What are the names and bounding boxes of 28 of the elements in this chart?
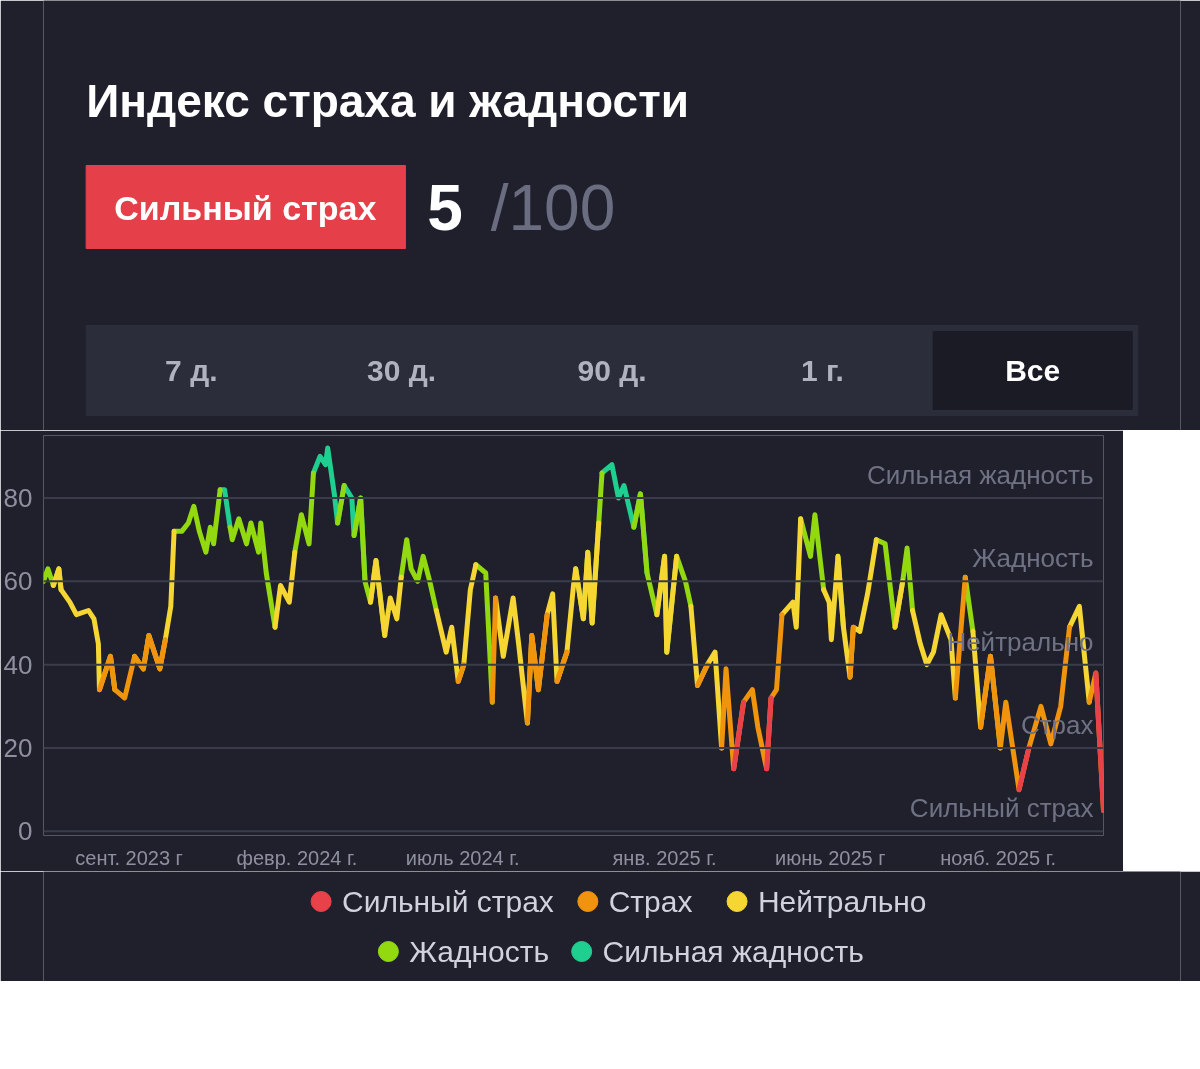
y-tick-label: 80 (3, 483, 33, 513)
x-tick-label: нояб. 2025 г. (940, 846, 1057, 869)
y-tick-label: 40 (3, 649, 33, 680)
x-tick-label: сент. 2023 г (75, 846, 183, 869)
text: 90 д. (577, 354, 647, 387)
text: 7 д. (165, 354, 218, 387)
x-tick-label: июнь 2025 г (775, 846, 886, 869)
legend-label: Сильный страх (341, 885, 554, 918)
text: Сильный страх (114, 188, 377, 227)
y-tick-label: 20 (3, 733, 33, 763)
legend-label: Жадность (409, 935, 550, 968)
text: Все (1005, 354, 1061, 387)
text: 1 г. (800, 354, 844, 387)
ref-line-label: Сильная жадность (867, 460, 1094, 490)
legend-label: Нейтрально (757, 885, 927, 918)
chart-title: Индекс страха и жадности (86, 74, 689, 127)
text: /100 (490, 171, 616, 244)
legend-label: Страх (608, 885, 693, 918)
x-tick-label: июль 2024 г. (405, 846, 520, 869)
text: 30 д. (367, 354, 437, 387)
legend-label: Сильная жадность (602, 935, 864, 968)
ref-line-label: Жадность (972, 543, 1094, 574)
text: 5 (427, 172, 463, 244)
x-tick-label: янв. 2025 г. (612, 846, 717, 869)
ref-line-label: Сильный страх (909, 793, 1094, 824)
x-tick-label: февр. 2024 г. (236, 846, 358, 869)
y-tick-label: 0 (18, 816, 33, 847)
y-tick-label: 60 (3, 566, 33, 597)
